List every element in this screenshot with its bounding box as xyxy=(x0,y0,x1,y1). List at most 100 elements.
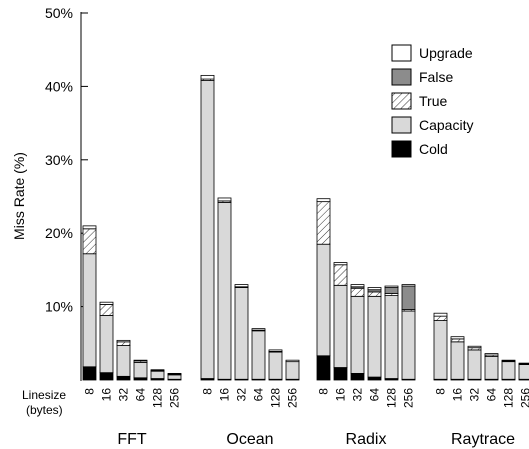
bar-segment-cold xyxy=(99,372,114,381)
bar-segment-upgrade xyxy=(333,262,348,266)
legend-label-cold: Cold xyxy=(419,141,448,157)
bar-segment-capacity xyxy=(518,364,529,380)
bar-segment-cold xyxy=(350,372,365,381)
linesize-tick-label: 32 xyxy=(351,388,365,402)
linesize-tick-label: 256 xyxy=(402,388,416,408)
bar-segment-true xyxy=(116,341,131,346)
bar-segment-capacity xyxy=(501,361,516,380)
linesize-tick-label: 128 xyxy=(269,388,283,408)
bar-segment-cold xyxy=(82,366,97,381)
legend-label-upgrade: Upgrade xyxy=(419,45,473,61)
y-ticks: 10% 20% 30% 40% 50% xyxy=(45,5,88,315)
y-tick-label: 30% xyxy=(45,152,73,168)
linesize-tick-label: 8 xyxy=(201,388,215,395)
linesize-tick-label: 32 xyxy=(235,388,249,402)
bar-segment-upgrade xyxy=(316,198,331,203)
linesize-tick-label: 16 xyxy=(218,388,232,402)
bar-segment-capacity xyxy=(150,370,165,379)
bar-segment-cold xyxy=(116,375,131,381)
bar-segment-capacity xyxy=(251,330,266,380)
linesize-tick-label: 8 xyxy=(83,388,97,395)
y-tick-label: 20% xyxy=(45,225,73,241)
bar-segment-true xyxy=(82,228,97,255)
legend-swatch-upgrade xyxy=(391,44,412,62)
bar-segment-upgrade xyxy=(217,197,232,202)
bar-segment-upgrade xyxy=(167,372,182,375)
linesize-tick-label: 128 xyxy=(502,388,516,408)
bar-segment-capacity xyxy=(133,361,148,379)
bar-segment-upgrade xyxy=(285,359,300,363)
bar-segment-capacity xyxy=(82,253,97,368)
group-label: Raytrace xyxy=(451,431,515,448)
bar-segment-upgrade xyxy=(350,284,365,288)
bar-segment-capacity xyxy=(367,295,382,378)
bar-segment-true xyxy=(316,201,331,245)
linesize-tick-label: 8 xyxy=(317,388,331,395)
linesize-label: Linesize xyxy=(22,388,66,402)
linesize-tick-label: 256 xyxy=(286,388,300,408)
bar-segment-capacity xyxy=(484,356,499,380)
bar-segment-upgrade xyxy=(200,74,215,80)
linesize-tick-label: 64 xyxy=(485,388,499,402)
bar-segment-true xyxy=(433,315,448,321)
y-tick-label: 50% xyxy=(45,5,73,21)
y-tick-label: 40% xyxy=(45,78,73,94)
legend-label-false: False xyxy=(419,69,453,85)
legend: Upgrade False True Capacity Cold xyxy=(391,44,473,158)
bar-segment-upgrade xyxy=(467,345,482,349)
legend-label-true: True xyxy=(419,93,447,109)
y-axis-label: Miss Rate (%) xyxy=(11,152,27,240)
linesize-tick-label: 64 xyxy=(368,388,382,402)
linesize-tick-label: 8 xyxy=(434,388,448,395)
linesize-tick-label: 16 xyxy=(451,388,465,402)
bar-segment-capacity xyxy=(99,315,114,374)
bar-segment-capacity xyxy=(384,295,399,379)
linesize-tick-label: 16 xyxy=(100,388,114,402)
group-label: Ocean xyxy=(226,431,273,448)
linesize-unit-label: (bytes) xyxy=(26,403,63,417)
legend-swatch-cold xyxy=(391,140,412,158)
legend-swatch-false xyxy=(391,68,412,86)
bar-segment-upgrade xyxy=(268,349,283,352)
bar-segment-capacity xyxy=(401,310,416,380)
bar-segment-capacity xyxy=(234,287,249,380)
legend-swatch-capacity xyxy=(391,116,412,134)
bar-segment-true xyxy=(99,303,114,316)
group-label: Radix xyxy=(346,431,387,448)
bar-segment-capacity xyxy=(167,374,182,380)
legend-swatch-true xyxy=(391,92,412,110)
linesize-tick-label: 32 xyxy=(468,388,482,402)
bar-segment-upgrade xyxy=(384,285,399,288)
bar-segment-false xyxy=(384,287,399,294)
bar-segment-capacity xyxy=(200,80,215,379)
bar-segment-cold xyxy=(333,367,348,381)
bar-segment-capacity xyxy=(467,349,482,380)
linesize-tick-label: 256 xyxy=(168,388,182,408)
bar-segment-upgrade xyxy=(433,312,448,317)
group-labels: FFT Ocean Radix Raytrace xyxy=(117,431,515,448)
bars xyxy=(82,74,529,381)
bar-segment-upgrade xyxy=(116,339,131,343)
bar-segment-capacity xyxy=(316,243,331,357)
bar-segment-upgrade xyxy=(518,362,529,365)
linesize-tick-label: 16 xyxy=(334,388,348,402)
linesize-tick-label: 32 xyxy=(117,388,131,402)
bar-segment-true xyxy=(450,338,465,343)
bar-segment-upgrade xyxy=(501,359,516,362)
bar-segment-capacity xyxy=(333,284,348,368)
y-tick-label: 10% xyxy=(45,299,73,315)
bar-segment-upgrade xyxy=(450,336,465,340)
linesize-tick-label: 256 xyxy=(519,388,529,408)
bar-segment-upgrade xyxy=(251,328,266,331)
linesize-tick-label: 128 xyxy=(385,388,399,408)
bar-segment-true xyxy=(333,264,348,286)
bar-segment-upgrade xyxy=(150,369,165,371)
bar-segment-capacity xyxy=(116,345,131,377)
bar-segment-false xyxy=(401,285,416,310)
bar-segment-capacity xyxy=(268,351,283,380)
linesize-tick-labels: 8 16 32 64 128 256 8 16 32 64 128 256 8 16 32 64 128 256 8… xyxy=(83,388,529,408)
bar-segment-true xyxy=(350,287,365,297)
bar-segment-upgrade xyxy=(82,225,97,230)
linesize-tick-label: 64 xyxy=(134,388,148,402)
